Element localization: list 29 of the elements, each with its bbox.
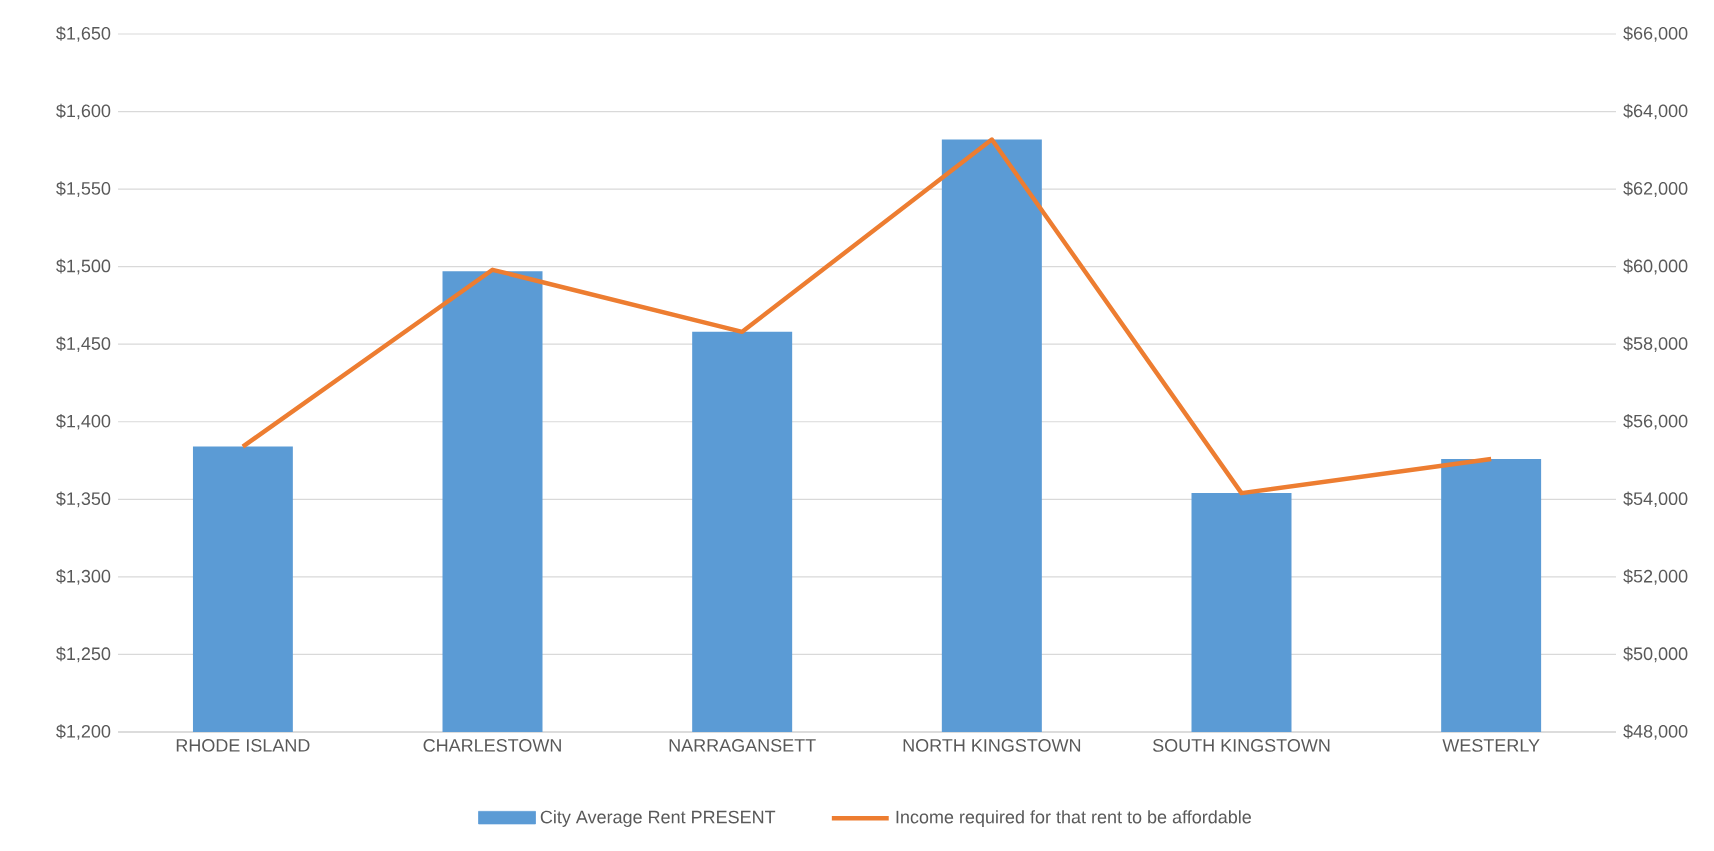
x-tick-label: NORTH KINGSTOWN [903,739,1081,752]
y-tick-label: $1,550 [56,181,111,197]
y-tick-label: $1,350 [56,491,111,508]
y-tick-label: $1,450 [56,336,111,353]
y2-tick-label: $66,000 [1623,26,1688,42]
y2-tick-label: $64,000 [1623,103,1688,120]
x-tick-label: SOUTH KINGSTOWN [1152,739,1330,752]
y2-tick-label: $58,000 [1623,336,1688,353]
y-tick-label: $1,500 [56,258,111,275]
y-tick-label: $1,300 [56,569,111,585]
legend-label: City Average Rent PRESENT [540,810,776,827]
y-tick-label: $1,250 [56,646,111,663]
y2-tick-label: $48,000 [1623,724,1688,740]
y-tick-label: $1,650 [56,26,111,42]
x-tick-label: WESTERLY [1442,739,1540,752]
y2-tick-label: $56,000 [1623,413,1688,430]
y2-tick-label: $62,000 [1623,181,1688,197]
y2-tick-label: $60,000 [1623,258,1688,275]
x-tick-label: CHARLESTOWN [423,739,561,752]
y2-tick-label: $52,000 [1623,569,1688,585]
x-tick-label: RHODE ISLAND [176,739,310,752]
line-series [240,137,1494,496]
x-tick-label: NARRAGANSETT [669,739,816,752]
legend-label: Income required for that rent to be affordable [896,810,1251,827]
y-tick-label: $1,200 [56,724,111,740]
y-tick-label: $1,600 [56,103,111,120]
y-tick-label: $1,400 [56,413,111,430]
y2-tick-label: $50,000 [1623,646,1688,663]
y2-tick-label: $54,000 [1623,491,1688,508]
